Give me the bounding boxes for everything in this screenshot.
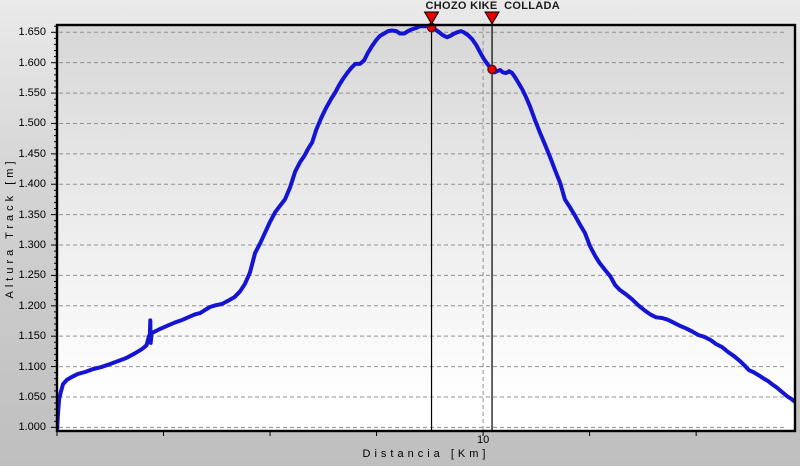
y-tick-label: 1.450	[18, 147, 46, 160]
x-axis-title: Distancia [Km]	[362, 448, 490, 460]
y-tick-label: 1.200	[18, 299, 46, 312]
plot-border	[55, 23, 797, 433]
y-tick-label: 1.400	[18, 178, 46, 191]
y-tick-label: 1.350	[18, 208, 46, 221]
y-tick-label: 1.100	[18, 360, 46, 373]
y-tick-label: 1.050	[18, 390, 46, 403]
y-tick-label: 1.500	[18, 117, 46, 130]
waypoint-marker	[487, 64, 497, 75]
waypoint-label-chozo-kike: CHOZO KIKE	[425, 0, 498, 12]
plot-background	[57, 25, 795, 431]
y-tick-label: 1.550	[18, 87, 46, 100]
waypoint-label-collada: COLLADA	[504, 0, 560, 12]
waypoint-triangle-icon	[423, 11, 440, 25]
y-tick-label: 1.250	[18, 269, 46, 282]
y-tick-label: 1.300	[18, 239, 46, 252]
y-axis-tick-labels: 1.000 1.050 1.100 1.150 1.200 1.250 1.300 1.350…	[0, 0, 52, 466]
waypoint-triangle-icon	[484, 11, 500, 25]
y-tick-label: 1.650	[18, 26, 46, 39]
y-tick-label: 1.600	[18, 56, 46, 69]
y-tick-label: 1.000	[18, 421, 46, 434]
y-axis-title: Altura Track [m]	[4, 157, 16, 299]
y-tick-label: 1.150	[18, 330, 46, 343]
x-tick-label-10: 10	[476, 434, 490, 446]
